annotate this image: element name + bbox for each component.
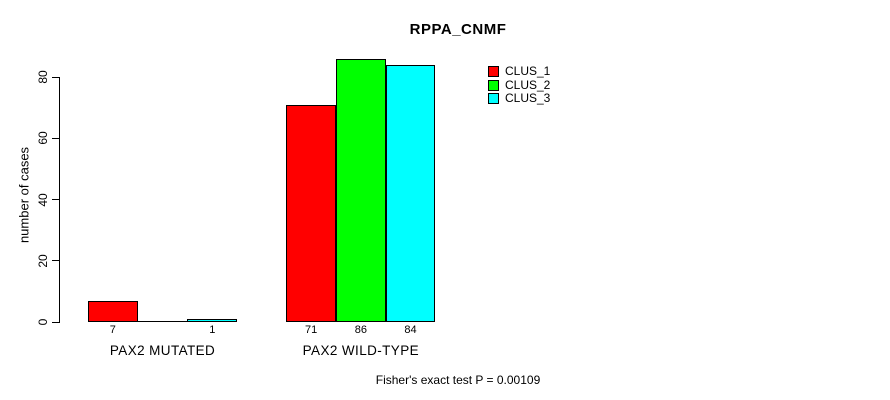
x-category-label: PAX2 WILD-TYPE [302, 343, 420, 358]
bar [336, 58, 386, 322]
legend-label: CLUS_1 [505, 64, 551, 78]
y-tick-label: 60 [36, 131, 50, 145]
legend-label: CLUS_2 [505, 77, 551, 92]
legend: CLUS_1 CLUS_2 CLUS_3 [488, 64, 551, 107]
legend-item: CLUS_1 [488, 64, 551, 78]
y-axis-line [59, 77, 60, 323]
bar-value-label: 84 [404, 324, 417, 336]
bar [286, 104, 336, 322]
bar [385, 64, 436, 322]
bar-value-label: 1 [209, 324, 216, 336]
y-tick [52, 260, 59, 262]
y-tick-label: 40 [36, 192, 50, 207]
bar [137, 321, 188, 322]
legend-swatch [488, 93, 499, 104]
legend-item: CLUS_2 [488, 77, 551, 92]
bar-value-label: 86 [354, 324, 367, 336]
bar [88, 300, 138, 322]
y-tick-label: 0 [36, 318, 50, 326]
y-tick [52, 76, 59, 78]
y-tick [52, 199, 59, 200]
chart-title: RPPA_CNMF [409, 21, 507, 38]
y-tick [52, 137, 59, 139]
x-category-label: PAX2 MUTATED [109, 343, 216, 358]
legend-label: CLUS_3 [505, 91, 551, 105]
bar-value-label: 71 [305, 324, 318, 336]
bar [187, 318, 238, 322]
y-tick-label: 20 [36, 254, 50, 268]
bar-value-label: 7 [109, 324, 116, 336]
legend-swatch [488, 79, 499, 91]
annotation-text: Fisher's exact test P = 0.00109 [375, 373, 541, 387]
y-axis-title: number of cases [16, 146, 32, 244]
legend-item: CLUS_3 [488, 91, 551, 105]
y-tick-label: 80 [36, 70, 50, 84]
legend-swatch [488, 66, 499, 77]
y-tick [52, 321, 59, 323]
